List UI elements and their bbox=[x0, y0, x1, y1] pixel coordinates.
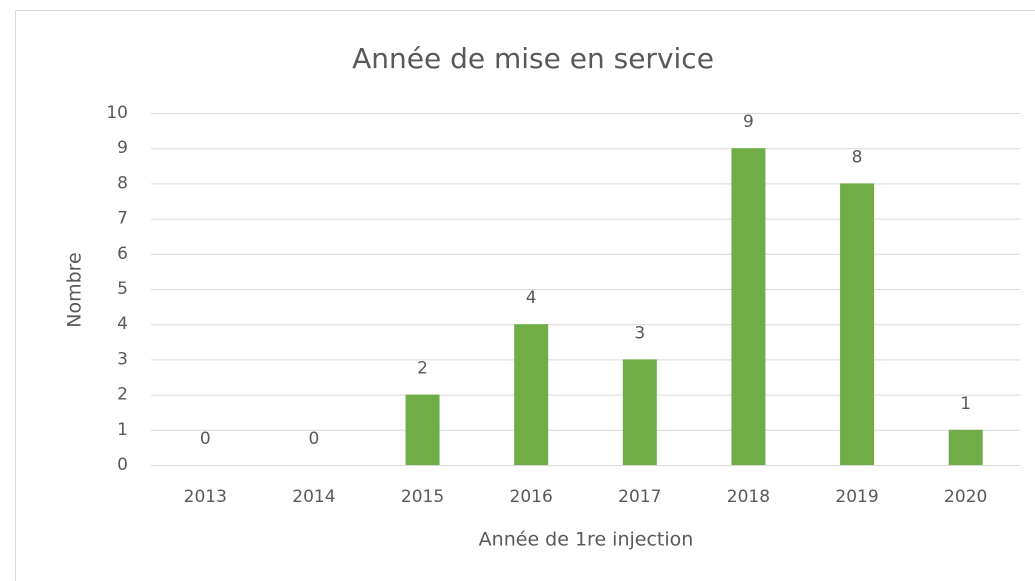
x-tick-label: 2020 bbox=[944, 487, 987, 507]
y-tick-label: 3 bbox=[117, 349, 128, 369]
x-tick-label: 2015 bbox=[401, 487, 444, 507]
data-label: 0 bbox=[200, 429, 211, 449]
y-tick-label: 1 bbox=[117, 420, 128, 440]
x-tick-label: 2016 bbox=[510, 487, 553, 507]
x-tick-label: 2019 bbox=[835, 487, 878, 507]
x-tick-label: 2018 bbox=[727, 487, 770, 507]
data-label: 8 bbox=[852, 147, 863, 167]
data-label: 9 bbox=[743, 112, 754, 132]
y-axis-title: Nombre bbox=[64, 252, 86, 328]
x-tick-label: 2017 bbox=[618, 487, 661, 507]
data-label: 0 bbox=[309, 429, 320, 449]
bar bbox=[622, 359, 657, 465]
bar bbox=[840, 183, 875, 465]
bar bbox=[405, 394, 440, 465]
data-label: 2 bbox=[417, 359, 428, 379]
y-tick-label: 2 bbox=[117, 385, 128, 405]
y-tick-label: 6 bbox=[117, 244, 128, 264]
data-label: 1 bbox=[960, 394, 971, 414]
data-label: 3 bbox=[634, 323, 645, 343]
bar bbox=[948, 429, 983, 465]
bar bbox=[514, 324, 549, 465]
y-tick-label: 5 bbox=[117, 279, 128, 299]
chart-title: Année de mise en service bbox=[352, 42, 714, 75]
y-tick-label: 10 bbox=[106, 103, 128, 123]
x-tick-label: 2014 bbox=[292, 487, 335, 507]
y-tick-label: 4 bbox=[117, 314, 128, 334]
x-tick-label: 2013 bbox=[184, 487, 227, 507]
y-tick-label: 0 bbox=[117, 455, 128, 475]
bar bbox=[731, 148, 766, 465]
y-tick-label: 7 bbox=[117, 209, 128, 229]
y-tick-label: 9 bbox=[117, 138, 128, 158]
data-label: 4 bbox=[526, 288, 537, 308]
y-tick-label: 8 bbox=[117, 173, 128, 193]
x-axis-title: Année de 1re injection bbox=[479, 529, 694, 551]
